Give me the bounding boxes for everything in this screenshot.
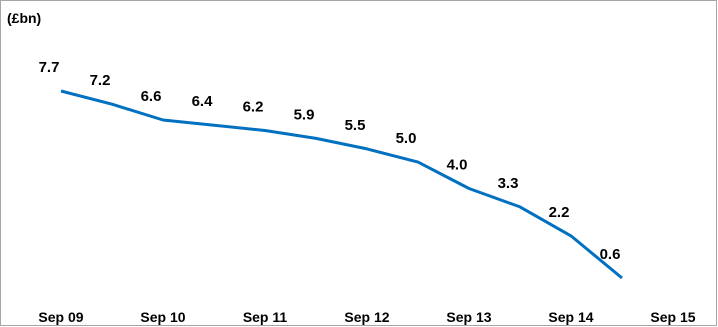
x-tick-label: Sep 13: [446, 309, 491, 325]
data-label: 6.4: [192, 93, 214, 110]
data-label: 4.0: [447, 157, 468, 174]
unit-label: (£bn): [7, 10, 41, 26]
x-tick-label: Sep 15: [650, 309, 695, 325]
data-label: 2.2: [549, 204, 570, 221]
data-label: 5.5: [345, 117, 366, 134]
x-tick-label: Sep 11: [243, 309, 288, 325]
x-tick-label: Sep 10: [140, 309, 185, 325]
data-label: 6.6: [141, 88, 162, 105]
data-label: 6.2: [243, 99, 264, 116]
x-tick-label: Sep 09: [38, 309, 83, 325]
data-label-group: 7.7 7.2 6.6 6.4 6.2 5.9 5.5 5.0 4.0 3.3 2.2 0.6: [39, 59, 621, 263]
data-label: 5.9: [294, 106, 315, 123]
series-line: [60, 89, 623, 280]
data-label: 7.2: [90, 72, 111, 89]
data-label: 3.3: [498, 175, 519, 192]
x-axis-tick-labels: Sep 09 Sep 10 Sep 11 Sep 12 Sep 13 Sep 14 Sep …: [38, 309, 695, 325]
series-line-group: [60, 89, 623, 280]
data-label: 7.7: [39, 59, 60, 76]
x-tick-label: Sep 14: [548, 309, 593, 325]
x-tick-label: Sep 12: [344, 309, 389, 325]
data-label: 5.0: [396, 130, 417, 147]
data-label: 0.6: [600, 246, 621, 263]
